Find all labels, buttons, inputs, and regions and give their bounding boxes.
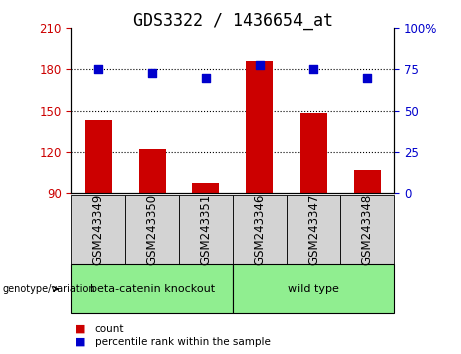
Point <box>148 70 156 76</box>
Point <box>256 62 263 67</box>
Point <box>364 75 371 81</box>
Text: genotype/variation: genotype/variation <box>2 284 95 294</box>
Text: count: count <box>95 324 124 333</box>
Text: GDS3322 / 1436654_at: GDS3322 / 1436654_at <box>133 12 333 30</box>
Text: percentile rank within the sample: percentile rank within the sample <box>95 337 271 347</box>
Point <box>202 75 210 81</box>
Text: wild type: wild type <box>288 284 339 294</box>
Bar <box>139 149 165 193</box>
Text: ■: ■ <box>76 337 86 347</box>
Text: GSM243349: GSM243349 <box>92 194 105 265</box>
Text: GSM243347: GSM243347 <box>307 194 320 265</box>
Point <box>310 67 317 72</box>
Point <box>95 67 102 72</box>
Bar <box>354 170 381 193</box>
Bar <box>85 120 112 193</box>
Bar <box>246 61 273 193</box>
Text: GSM243351: GSM243351 <box>200 194 213 265</box>
Text: ■: ■ <box>76 324 86 333</box>
Text: GSM243350: GSM243350 <box>146 194 159 265</box>
Bar <box>193 183 219 193</box>
Bar <box>300 113 327 193</box>
Text: beta-catenin knockout: beta-catenin knockout <box>89 284 215 294</box>
Text: GSM243348: GSM243348 <box>361 194 374 265</box>
Text: GSM243346: GSM243346 <box>253 194 266 265</box>
